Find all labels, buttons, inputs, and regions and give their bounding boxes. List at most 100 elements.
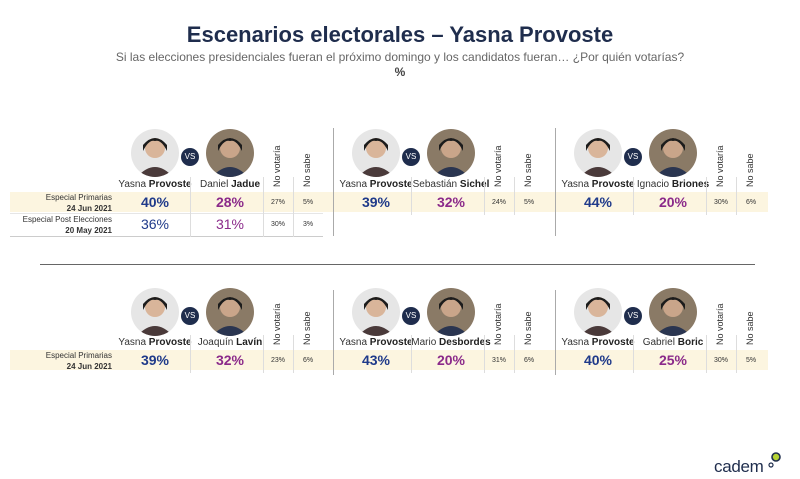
- candidate-name-b: Gabriel Boric: [643, 337, 704, 348]
- cell-divider: [736, 177, 737, 215]
- value-provoste: 44%: [583, 194, 613, 210]
- vs-badge: VS: [181, 148, 199, 166]
- first-name: Yasna: [561, 337, 590, 348]
- value-rival: 25%: [658, 352, 688, 368]
- cell-divider: [293, 177, 294, 237]
- last-name: Boric: [677, 337, 704, 348]
- first-name: Joaquín: [197, 337, 234, 348]
- candidate-name-a: Yasna Provoste: [118, 337, 191, 348]
- row-label-primarias-bottom: Especial Primarias 24 Jun 2021: [46, 350, 112, 372]
- portrait-icon: [574, 129, 622, 177]
- portrait-icon: [574, 288, 622, 336]
- header-no-sabe: No sabe: [745, 153, 755, 187]
- first-name: Yasna: [339, 337, 368, 348]
- panel-separator: [555, 290, 556, 375]
- value-provoste: 36%: [140, 216, 170, 232]
- last-name: Provoste: [369, 337, 413, 348]
- value-no-votaria: 23%: [270, 357, 286, 364]
- vs-badge: VS: [624, 307, 642, 325]
- cell-divider: [263, 177, 264, 237]
- value-no-sabe: 5%: [745, 357, 757, 364]
- value-no-sabe: 6%: [302, 357, 314, 364]
- last-name: Provoste: [591, 179, 635, 190]
- value-provoste: 43%: [361, 352, 391, 368]
- result-band-bottom: [10, 350, 768, 370]
- value-no-sabe: 6%: [523, 357, 535, 364]
- row-rule: [10, 236, 323, 237]
- value-rival: 32%: [215, 352, 245, 368]
- row-label-line1: Especial Post Elecciones: [22, 215, 112, 224]
- value-no-votaria: 27%: [270, 199, 286, 206]
- first-name: Mario: [411, 337, 437, 348]
- value-no-votaria: 30%: [713, 199, 729, 206]
- first-name: Yasna: [118, 179, 147, 190]
- vs-badge: VS: [181, 307, 199, 325]
- row-label-date: 20 May 2021: [65, 226, 112, 235]
- last-name: Jadue: [231, 179, 261, 190]
- header-no-votaria: No votaría: [272, 303, 282, 345]
- cell-divider: [411, 335, 412, 373]
- first-name: Ignacio: [636, 179, 670, 190]
- candidate-photo-provoste: [131, 288, 179, 336]
- cell-divider: [736, 335, 737, 373]
- vs-badge: VS: [624, 148, 642, 166]
- cell-divider: [190, 177, 191, 237]
- candidate-photo-boric: [649, 288, 697, 336]
- candidate-name-a: Yasna Provoste: [339, 179, 412, 190]
- row-label-line1: Especial Primarias: [45, 193, 112, 202]
- row-label-date: 24 Jun 2021: [66, 362, 112, 371]
- portrait-icon: [206, 129, 254, 177]
- portrait-icon: [427, 129, 475, 177]
- first-name: Gabriel: [642, 337, 675, 348]
- portrait-icon: [131, 129, 179, 177]
- row-rule: [10, 213, 323, 214]
- header-no-sabe: No sabe: [523, 153, 533, 187]
- cell-divider: [411, 177, 412, 215]
- candidate-name-a: Yasna Provoste: [561, 337, 634, 348]
- value-provoste: 39%: [361, 194, 391, 210]
- last-name: Desbordes: [439, 337, 491, 348]
- panel-separator: [333, 290, 334, 375]
- last-name: Provoste: [148, 179, 192, 190]
- last-name: Provoste: [369, 179, 413, 190]
- portrait-icon: [649, 129, 697, 177]
- header-no-votaria: No votaría: [715, 145, 725, 187]
- value-provoste: 39%: [140, 352, 170, 368]
- cell-divider: [514, 177, 515, 215]
- value-rival: 28%: [215, 194, 245, 210]
- candidate-photo-desbordes: [427, 288, 475, 336]
- last-name: Provoste: [148, 337, 192, 348]
- value-no-sabe: 5%: [523, 199, 535, 206]
- row-label-post-elecciones: Especial Post Elecciones 20 May 2021: [23, 214, 112, 236]
- row-label-date: 24 Jun 2021: [66, 204, 112, 213]
- value-provoste: 40%: [583, 352, 613, 368]
- candidate-photo-provoste: [352, 129, 400, 177]
- page-title: Escenarios electorales – Yasna Provoste: [186, 22, 614, 47]
- candidate-name-a: Yasna Provoste: [118, 179, 191, 190]
- cell-divider: [633, 177, 634, 215]
- candidate-name-a: Yasna Provoste: [561, 179, 634, 190]
- logo-text: cadem: [714, 457, 764, 476]
- value-provoste: 40%: [140, 194, 170, 210]
- unit-label: %: [394, 65, 406, 79]
- candidate-photo-provoste: [131, 129, 179, 177]
- row-label-primarias: Especial Primarias 24 Jun 2021: [46, 192, 112, 214]
- candidate-name-b: Joaquín Lavín: [198, 337, 263, 348]
- candidate-name-b: Mario Desbordes: [411, 337, 490, 348]
- value-rival: 32%: [436, 194, 466, 210]
- cell-divider: [190, 335, 191, 373]
- value-no-votaria: 30%: [270, 221, 286, 228]
- section-divider: [40, 264, 755, 265]
- cell-divider: [706, 335, 707, 373]
- cell-divider: [293, 335, 294, 373]
- cell-divider: [514, 335, 515, 373]
- first-name: Yasna: [339, 179, 368, 190]
- header-no-sabe: No sabe: [302, 311, 312, 345]
- header-no-votaria: No votaría: [715, 303, 725, 345]
- panel-separator: [555, 128, 556, 236]
- candidate-photo-sichel: [427, 129, 475, 177]
- value-rival: 31%: [215, 216, 245, 232]
- last-name: Briones: [671, 179, 710, 190]
- candidate-name-b: Ignacio Briones: [637, 179, 709, 190]
- candidate-photo-lavín: [206, 288, 254, 336]
